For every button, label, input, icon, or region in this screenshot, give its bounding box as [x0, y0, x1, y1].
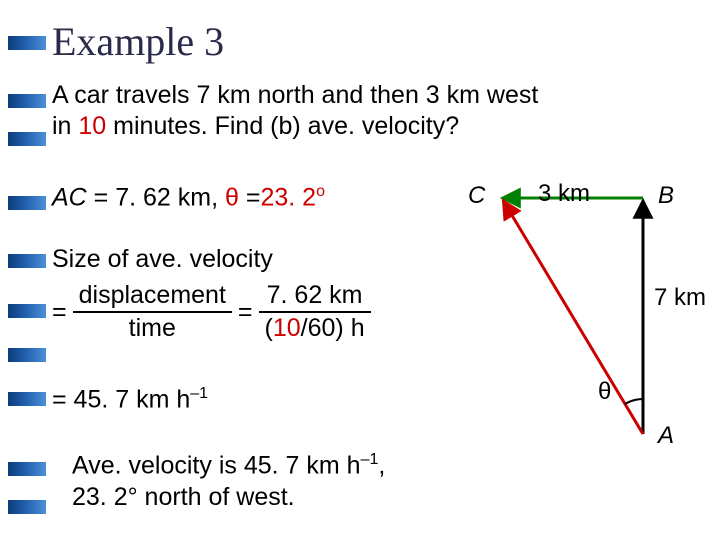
ac-eq: =: [239, 183, 261, 211]
final-exp: –1: [361, 451, 379, 468]
label-theta: θ: [598, 378, 611, 406]
decor-bar: [8, 94, 46, 108]
final-line: Ave. velocity is 45. 7 km h–1, 23. 2° no…: [72, 450, 385, 513]
frac-displacement: displacement time: [73, 280, 232, 345]
vector-diagram: C B A 3 km 7 km θ: [448, 184, 708, 464]
eq-sign2: =: [238, 297, 253, 328]
slide: Example 3 A car travels 7 km north and t…: [0, 0, 720, 540]
result-line: = 45. 7 km h–1: [52, 384, 208, 416]
problem-line2b: minutes. Find (b) ave. velocity?: [106, 112, 459, 140]
final-a: Ave. velocity is 45. 7 km h: [72, 451, 361, 479]
decor-bar: [8, 36, 46, 50]
frac1-num: displacement: [73, 280, 232, 313]
line-ac: [504, 202, 643, 434]
decor-bar: [8, 304, 46, 318]
ac-line: AC = 7. 62 km, θ =23. 2o: [52, 182, 325, 214]
theta-arc: [625, 399, 643, 404]
label-c: C: [468, 182, 485, 210]
problem-line1: A car travels 7 km north and then 3 km w…: [52, 81, 538, 109]
result-text: = 45. 7 km h: [52, 385, 190, 413]
label-b: B: [658, 182, 674, 210]
decor-bar: [8, 500, 46, 514]
label-7km: 7 km: [654, 284, 706, 312]
frac2-den: (10/60) h: [259, 313, 371, 344]
problem-text: A car travels 7 km north and then 3 km w…: [52, 80, 538, 143]
result-exp: –1: [190, 385, 208, 402]
eq-sign: =: [52, 297, 67, 328]
frac1-den: time: [73, 313, 232, 344]
ac-label: AC: [52, 183, 87, 211]
frac-value: 7. 62 km (10/60) h: [259, 280, 371, 345]
frac2-num: 7. 62 km: [259, 280, 371, 313]
theta-sym: θ: [225, 183, 239, 211]
ac-angle: 23. 2: [260, 183, 316, 211]
ac-val: = 7. 62 km,: [87, 183, 225, 211]
label-a: A: [658, 422, 674, 450]
slide-title: Example 3: [52, 18, 224, 65]
decor-bar: [8, 348, 46, 362]
decor-bar: [8, 462, 46, 476]
problem-ten: 10: [78, 112, 106, 140]
ac-deg: o: [316, 183, 325, 200]
decor-bar: [8, 392, 46, 406]
problem-line2a: in: [52, 112, 78, 140]
decor-bar: [8, 132, 46, 146]
decor-bar: [8, 196, 46, 210]
final-comma: ,: [378, 451, 385, 479]
decor-bar: [8, 254, 46, 268]
size-line: Size of ave. velocity: [52, 244, 273, 275]
final-c: 23. 2° north of west.: [72, 483, 295, 511]
equation-line: = displacement time = 7. 62 km (10/60) h: [52, 280, 371, 345]
label-3km: 3 km: [538, 180, 590, 208]
